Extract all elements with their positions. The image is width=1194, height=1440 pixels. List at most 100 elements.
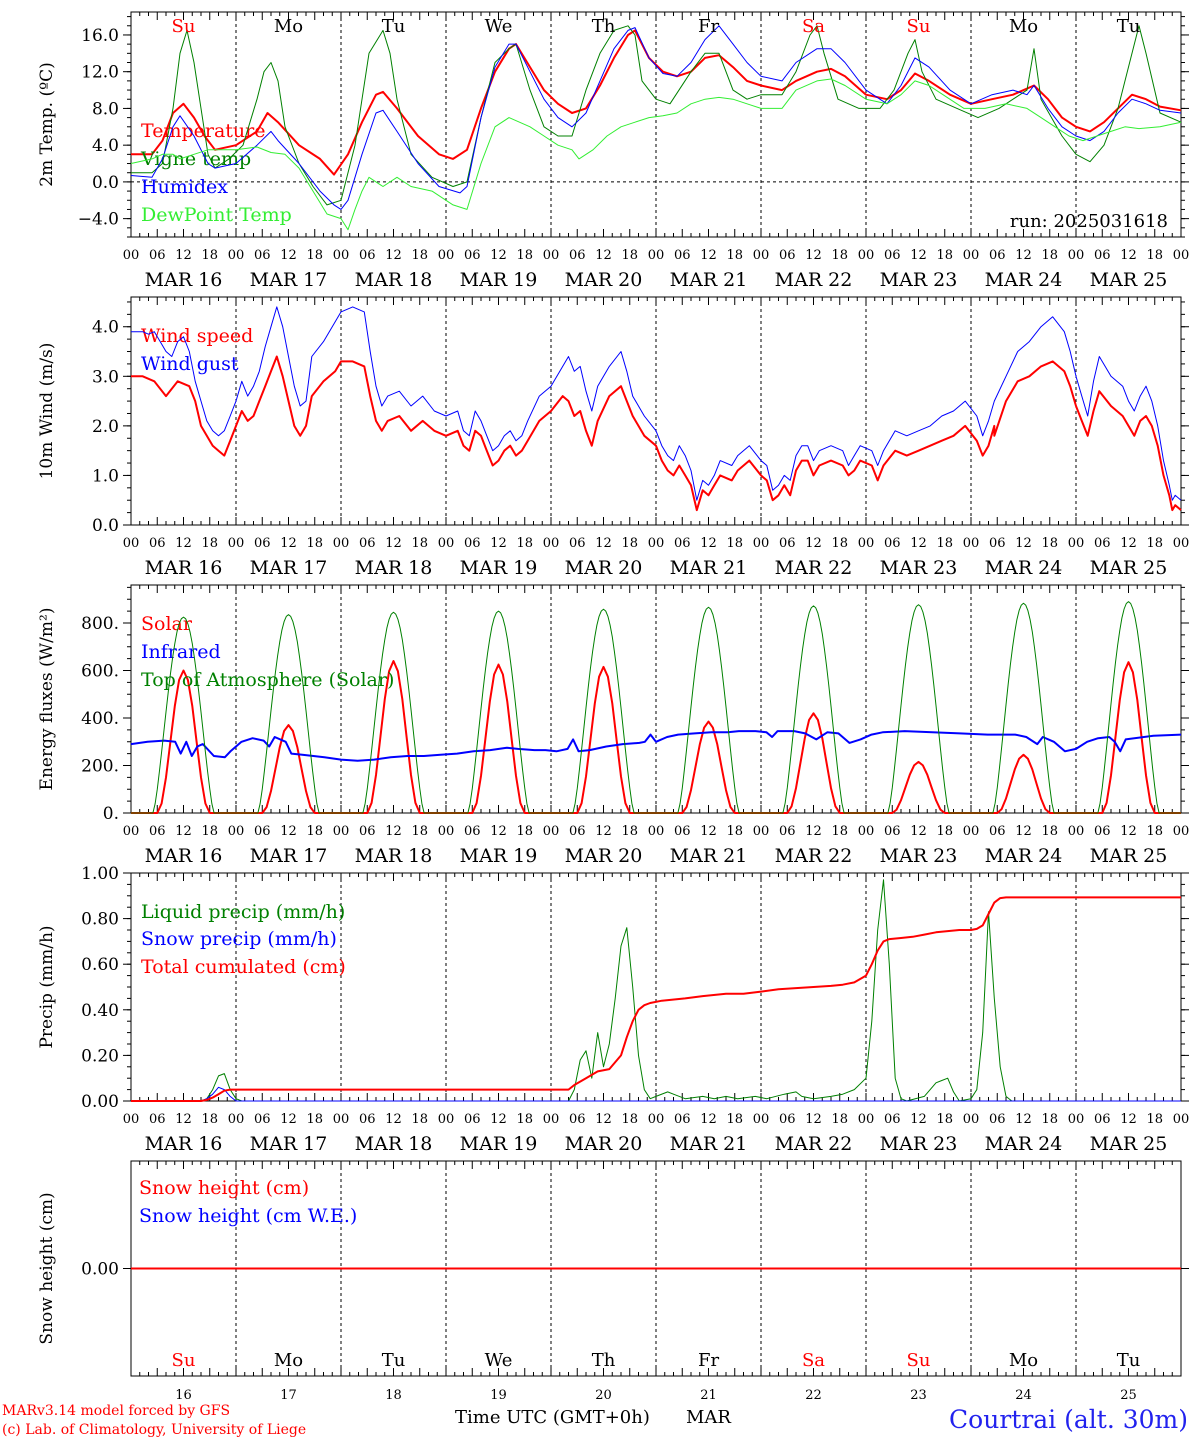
x-hour-label: 18 bbox=[1146, 536, 1163, 551]
x-hour-label: 06 bbox=[884, 248, 901, 263]
x-date-label: MAR 20 bbox=[565, 1133, 643, 1155]
x-hour-label: 06 bbox=[464, 536, 481, 551]
x-hour-label: 12 bbox=[490, 536, 507, 551]
x-date-label: MAR 18 bbox=[355, 557, 433, 579]
x-hour-label: 06 bbox=[359, 536, 376, 551]
day-number-label: 17 bbox=[280, 1388, 297, 1403]
x-hour-label: 06 bbox=[254, 824, 271, 839]
x-hour-label: 12 bbox=[175, 536, 192, 551]
x-date-label: MAR 19 bbox=[460, 557, 538, 579]
x-hour-label: 18 bbox=[726, 1112, 743, 1127]
x-date-label: MAR 23 bbox=[880, 1133, 958, 1155]
x-hour-label: 00 bbox=[123, 248, 140, 263]
x-hour-label: 18 bbox=[831, 1112, 848, 1127]
x-hour-label: 06 bbox=[359, 1112, 376, 1127]
x-hour-label: 18 bbox=[411, 248, 428, 263]
x-hour-label: 06 bbox=[779, 1112, 796, 1127]
x-hour-label: 06 bbox=[254, 248, 271, 263]
x-hour-label: 18 bbox=[1041, 248, 1058, 263]
x-date-label: MAR 16 bbox=[145, 557, 223, 579]
weekday-label-bottom: Fr bbox=[698, 1350, 719, 1371]
series-line-infrared bbox=[130, 730, 1182, 762]
y-tick-label: 12.0 bbox=[81, 63, 119, 83]
x-hour-label: 06 bbox=[674, 248, 691, 263]
x-hour-label: 18 bbox=[831, 536, 848, 551]
x-hour-label: 00 bbox=[123, 824, 140, 839]
chart-panels: −4.0 0.0 4.0 8.0 12.0 16.0 2m Temp. (ºC) Temper… bbox=[37, 11, 1190, 1403]
x-hour-label: 18 bbox=[1146, 248, 1163, 263]
x-date-label: MAR 19 bbox=[460, 269, 538, 291]
x-hour-label: 06 bbox=[149, 536, 166, 551]
x-date-label: MAR 25 bbox=[1090, 557, 1168, 579]
y-tick-label: 0.00 bbox=[81, 1260, 119, 1280]
x-hour-label: 12 bbox=[910, 1112, 927, 1127]
y-tick-label: 0.0 bbox=[92, 516, 119, 536]
x-hour-label: 00 bbox=[1068, 248, 1085, 263]
x-hour-label: 18 bbox=[201, 824, 218, 839]
day-number-label: 23 bbox=[910, 1388, 927, 1403]
x-hour-label: 00 bbox=[333, 1112, 350, 1127]
weekday-label-top: Tu bbox=[382, 16, 406, 37]
legend-entry: Solar bbox=[141, 613, 193, 635]
x-hour-label: 00 bbox=[753, 1112, 770, 1127]
weekday-label-bottom: We bbox=[485, 1350, 513, 1371]
x-hour-label: 06 bbox=[1094, 1112, 1111, 1127]
day-number-label: 25 bbox=[1120, 1388, 1137, 1403]
x-hour-label: 06 bbox=[1094, 536, 1111, 551]
x-hour-label: 00 bbox=[438, 1112, 455, 1127]
y-tick-label: 4.0 bbox=[92, 318, 119, 338]
x-date-label: MAR 21 bbox=[670, 269, 748, 291]
x-hour-label: 00 bbox=[228, 824, 245, 839]
station-label: Courtrai (alt. 30m) bbox=[949, 1405, 1188, 1434]
x-date-label: MAR 25 bbox=[1090, 269, 1168, 291]
y-tick-label: 2.0 bbox=[92, 417, 119, 437]
x-date-label: MAR 17 bbox=[250, 845, 328, 867]
series-line-top-of-atmosphere-solar- bbox=[131, 601, 1181, 814]
x-hour-label: 00 bbox=[1173, 536, 1190, 551]
x-hour-label: 12 bbox=[805, 824, 822, 839]
x-date-label: MAR 20 bbox=[565, 269, 643, 291]
x-hour-label: 00 bbox=[963, 536, 980, 551]
weekday-label-bottom: Tu bbox=[382, 1350, 406, 1371]
x-date-label: MAR 24 bbox=[985, 845, 1063, 867]
x-hour-label: 12 bbox=[1120, 248, 1137, 263]
x-hour-label: 06 bbox=[464, 1112, 481, 1127]
x-hour-label: 18 bbox=[306, 536, 323, 551]
legend-entry: Wind gust bbox=[141, 353, 239, 375]
x-hour-label: 06 bbox=[674, 1112, 691, 1127]
x-hour-label: 06 bbox=[1094, 248, 1111, 263]
x-hour-label: 12 bbox=[805, 248, 822, 263]
x-hour-label: 12 bbox=[595, 536, 612, 551]
legend-entry: Wind speed bbox=[141, 325, 253, 347]
weekday-label-bottom: Tu bbox=[1117, 1350, 1141, 1371]
x-hour-label: 06 bbox=[989, 248, 1006, 263]
x-date-label: MAR 23 bbox=[880, 845, 958, 867]
x-date-label: MAR 18 bbox=[355, 845, 433, 867]
legend-entry: Vigne temp bbox=[140, 148, 251, 170]
x-hour-label: 00 bbox=[648, 824, 665, 839]
x-date-label: MAR 24 bbox=[985, 1133, 1063, 1155]
y-tick-label: 16.0 bbox=[81, 26, 119, 46]
x-hour-label: 06 bbox=[569, 1112, 586, 1127]
x-hour-label: 06 bbox=[254, 536, 271, 551]
x-hour-label: 00 bbox=[858, 1112, 875, 1127]
x-hour-label: 18 bbox=[726, 536, 743, 551]
x-hour-label: 18 bbox=[936, 536, 953, 551]
day-number-label: 19 bbox=[490, 1388, 507, 1403]
weekday-label-top: Su bbox=[907, 16, 931, 37]
x-hour-label: 06 bbox=[779, 248, 796, 263]
series-line-liquid-precip-mm-h- bbox=[131, 879, 1181, 1102]
x-hour-label: 12 bbox=[700, 824, 717, 839]
x-hour-label: 00 bbox=[123, 536, 140, 551]
x-hour-label: 12 bbox=[1120, 536, 1137, 551]
x-hour-label: 12 bbox=[700, 248, 717, 263]
y-tick-label: 200. bbox=[81, 757, 119, 777]
weekday-label-top: We bbox=[485, 16, 513, 37]
series-line-wind-speed bbox=[131, 355, 1182, 512]
x-date-label: MAR 20 bbox=[565, 845, 643, 867]
x-hour-label: 06 bbox=[149, 248, 166, 263]
x-date-label: MAR 21 bbox=[670, 1133, 748, 1155]
weekday-label-top: Su bbox=[172, 16, 196, 37]
weekday-label-bottom: Th bbox=[592, 1350, 616, 1371]
